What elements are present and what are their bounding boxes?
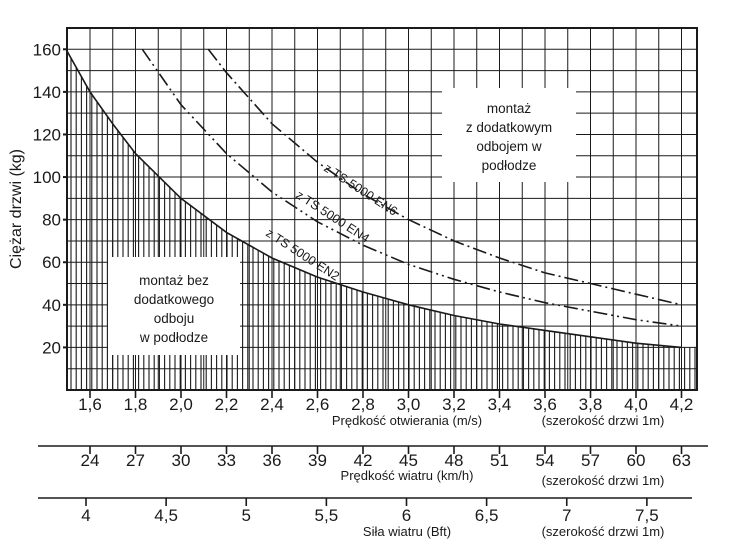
x-tick-label: 3,4: [488, 395, 512, 414]
x-tick-label: 3,0: [397, 395, 421, 414]
x-tick-label: 60: [627, 451, 646, 470]
upper-annotation-text: podłodze: [482, 158, 537, 173]
x-tick-label: 1,8: [124, 395, 148, 414]
lower-annotation-text: odboju: [154, 311, 195, 326]
x-tick-label: 39: [308, 451, 327, 470]
axes: [38, 27, 708, 506]
x-tick-label: 3,8: [579, 395, 603, 414]
x-tick-label: 30: [172, 451, 191, 470]
x-tick-label: 7: [562, 506, 571, 525]
curve-label-1: z TS 5000 EN2: [263, 226, 342, 284]
y-tick-label: 120: [33, 125, 61, 144]
upper-annotation-text: z dodatkowym: [466, 120, 552, 135]
x-tick-label: 2,4: [260, 395, 284, 414]
x-tick-label: 42: [354, 451, 373, 470]
curve-line-1: [66, 51, 682, 349]
x-tick-label: 2,8: [351, 395, 375, 414]
x-tick-label: 2,6: [306, 395, 330, 414]
lower-annotation-box: [108, 257, 240, 355]
x-tick-label: 4,5: [154, 506, 178, 525]
lower-annotation-text: w podłodze: [139, 330, 208, 345]
y-tick-label: 160: [33, 40, 61, 59]
x-tick-label: 27: [126, 451, 145, 470]
curve-line-2: [141, 48, 682, 327]
annotation-boxes: [108, 88, 576, 355]
upper-annotation-box: [442, 88, 576, 182]
plot-frame: [66, 27, 698, 391]
x-axis-label-1: Prędkość otwierania (m/s): [332, 413, 482, 428]
x-tick-label: 6: [402, 506, 411, 525]
x-tick-label: 2,0: [169, 395, 193, 414]
x-axis-note-3: (szerokość drzwi 1m): [542, 524, 665, 539]
x-tick-label: 63: [672, 451, 691, 470]
x-tick-label: 33: [217, 451, 236, 470]
y-axis-label: Ciężar drzwi (kg): [8, 149, 25, 269]
curve-line-3: [207, 48, 682, 306]
y-tick-label: 40: [42, 296, 61, 315]
x-axis-note-1: (szerokość drzwi 1m): [542, 413, 665, 428]
x-tick-label: 4,0: [624, 395, 648, 414]
x-tick-label: 24: [81, 451, 100, 470]
upper-annotation-text: odbojem w: [476, 139, 542, 154]
x-tick-label: 4,2: [670, 395, 694, 414]
y-tick-label: 80: [42, 211, 61, 230]
lower-annotation-text: dodatkowego: [134, 292, 214, 307]
x-tick-label: 3,6: [533, 395, 557, 414]
y-tick-label: 100: [33, 168, 61, 187]
y-tick-label: 60: [42, 253, 61, 272]
x-axis-label-3: Siła wiatru (Bft): [363, 524, 451, 539]
x-tick-label: 6,5: [475, 506, 499, 525]
x-tick-label: 36: [263, 451, 282, 470]
x-tick-label: 5: [242, 506, 251, 525]
y-tick-label: 140: [33, 83, 61, 102]
x-axis-note-2: (szerokość drzwi 1m): [542, 473, 665, 488]
upper-annotation-text: montaż: [487, 101, 532, 116]
x-tick-label: 51: [490, 451, 509, 470]
x-tick-label: 7,5: [635, 506, 659, 525]
x-tick-label: 5,5: [315, 506, 339, 525]
x-tick-label: 57: [581, 451, 600, 470]
lower-annotation-text: montaż bez: [139, 273, 209, 288]
x-axis-label-2: Prędkość wiatru (km/h): [341, 468, 474, 483]
x-tick-label: 54: [536, 451, 555, 470]
x-tick-label: 4: [81, 506, 90, 525]
x-tick-label: 45: [399, 451, 418, 470]
curves: [66, 48, 682, 349]
x-tick-label: 1,6: [78, 395, 102, 414]
x-tick-label: 2,2: [215, 395, 239, 414]
y-tick-label: 20: [42, 338, 61, 357]
x-tick-label: 48: [445, 451, 464, 470]
x-tick-label: 3,2: [442, 395, 466, 414]
